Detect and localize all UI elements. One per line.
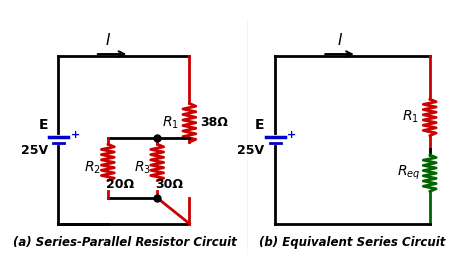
Text: $I$: $I$ bbox=[105, 32, 111, 48]
Text: +: + bbox=[71, 130, 80, 140]
Text: 25V: 25V bbox=[237, 144, 264, 157]
Text: +: + bbox=[287, 130, 296, 140]
Text: $R_2$: $R_2$ bbox=[84, 160, 101, 176]
Text: 25V: 25V bbox=[21, 144, 48, 157]
Text: (b) Equivalent Series Circuit: (b) Equivalent Series Circuit bbox=[259, 236, 446, 250]
Text: E: E bbox=[255, 118, 264, 132]
Text: $R_{eq}$: $R_{eq}$ bbox=[397, 164, 420, 182]
Text: 38Ω: 38Ω bbox=[200, 116, 228, 129]
Text: 30Ω: 30Ω bbox=[155, 179, 183, 191]
Text: $I$: $I$ bbox=[337, 32, 343, 48]
Text: $R_1$: $R_1$ bbox=[402, 109, 419, 125]
Text: $R_3$: $R_3$ bbox=[134, 160, 151, 176]
Text: 20Ω: 20Ω bbox=[106, 179, 134, 191]
Text: E: E bbox=[38, 118, 48, 132]
Text: $R_1$: $R_1$ bbox=[162, 115, 179, 131]
Text: (a) Series-Parallel Resistor Circuit: (a) Series-Parallel Resistor Circuit bbox=[13, 236, 237, 250]
